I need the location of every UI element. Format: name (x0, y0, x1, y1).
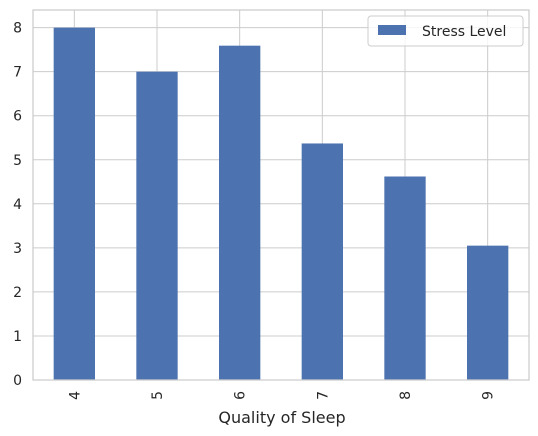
y-tick-label: 1 (13, 329, 22, 345)
x-axis-label: Quality of Sleep (218, 408, 345, 427)
plot-frame (32, 9, 530, 381)
grid-lines (33, 10, 529, 381)
legend: Stress Level (367, 15, 524, 47)
x-tick-label: 6 (233, 391, 249, 400)
y-tick-label: 0 (13, 373, 22, 389)
x-tick-label: 5 (150, 391, 166, 400)
x-tick-label: 9 (481, 391, 497, 400)
x-tick-label: 7 (315, 391, 331, 400)
bar-4 (53, 27, 95, 380)
x-tick-label: 4 (67, 391, 83, 400)
legend-box (367, 15, 524, 47)
y-tick-label: 7 (13, 65, 22, 81)
y-tick-label: 4 (13, 197, 22, 213)
bar-5 (136, 71, 178, 381)
bar-8 (384, 176, 426, 380)
legend-swatch (378, 25, 406, 35)
y-tick-label: 2 (13, 285, 22, 301)
legend-label: Stress Level (422, 24, 506, 40)
bar-7 (301, 143, 343, 380)
bar-6 (219, 45, 261, 381)
x-tick-label: 8 (398, 391, 414, 400)
bars (53, 27, 509, 381)
y-tick-label: 8 (13, 21, 22, 37)
y-tick-label: 6 (13, 109, 22, 125)
x-axis-ticks: 4 5 6 7 8 9 (67, 391, 496, 400)
y-tick-label: 3 (13, 241, 22, 257)
y-axis-ticks: 0 1 2 3 4 5 6 7 8 (13, 21, 22, 389)
bar-9 (467, 245, 509, 380)
y-tick-label: 5 (13, 153, 22, 169)
